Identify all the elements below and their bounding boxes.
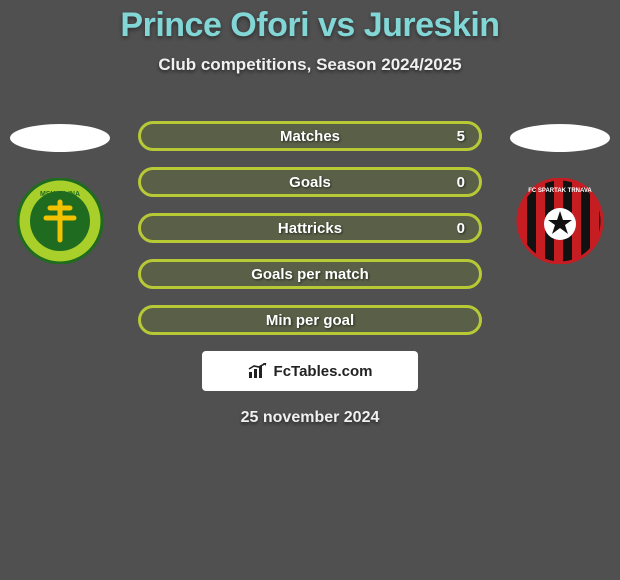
svg-text:FC SPARTAK TRNAVA: FC SPARTAK TRNAVA <box>528 188 592 194</box>
stat-label: Matches <box>280 128 340 145</box>
left-club-badge: MSK ZILINA <box>10 178 110 264</box>
brand-badge: FcTables.com <box>202 351 418 391</box>
brand-text: FcTables.com <box>274 363 373 380</box>
stat-label: Goals per match <box>251 266 369 283</box>
right-club-badge: FC SPARTAK TRNAVA <box>510 178 610 264</box>
svg-text:MSK ZILINA: MSK ZILINA <box>40 191 80 198</box>
right-player-placeholder <box>510 124 610 152</box>
stat-label: Hattricks <box>278 220 342 237</box>
right-column: FC SPARTAK TRNAVA <box>510 124 610 264</box>
stat-row-goals-per-match: Goals per match <box>138 259 482 289</box>
stat-value: 0 <box>457 220 465 237</box>
subtitle: Club competitions, Season 2024/2025 <box>0 55 620 75</box>
stat-row-min-per-goal: Min per goal <box>138 305 482 335</box>
stat-label: Min per goal <box>266 312 354 329</box>
left-column: MSK ZILINA <box>10 124 110 264</box>
stat-row-matches: Matches 5 <box>138 121 482 151</box>
stat-row-hattricks: Hattricks 0 <box>138 213 482 243</box>
stat-value: 0 <box>457 174 465 191</box>
page-title: Prince Ofori vs Jureskin <box>0 6 620 45</box>
date-text: 25 november 2024 <box>0 409 620 427</box>
stat-label: Goals <box>289 174 331 191</box>
stat-row-goals: Goals 0 <box>138 167 482 197</box>
stat-value: 5 <box>457 128 465 145</box>
left-player-placeholder <box>10 124 110 152</box>
bar-chart-icon <box>248 363 268 379</box>
